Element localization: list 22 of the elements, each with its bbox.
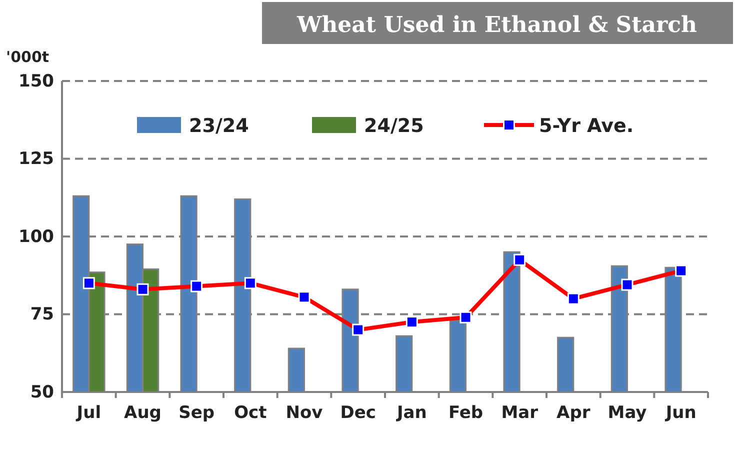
x-tick-label: Dec: [340, 403, 376, 424]
x-tick-label: Jul: [76, 403, 102, 424]
chart-title: Wheat Used in Ethanol & Starch: [296, 12, 698, 38]
y-tick-label: 50: [30, 382, 54, 402]
y-tick-label: 75: [30, 304, 54, 325]
legend-label: 5-Yr Ave.: [539, 115, 634, 137]
x-tick-label: Jan: [396, 403, 427, 424]
x-tick-label: Apr: [556, 403, 591, 424]
y-axis-title: '000t: [6, 48, 50, 66]
y-tick-label: 100: [18, 226, 54, 247]
y-tick-label: 125: [18, 149, 54, 170]
x-tick-label: May: [608, 403, 647, 424]
legend-label: 23/24: [189, 115, 249, 137]
x-tick-label: Jun: [664, 403, 696, 424]
x-tick-label: Feb: [448, 403, 484, 424]
x-tick-label: Nov: [286, 403, 323, 424]
x-tick-label: Oct: [234, 403, 267, 424]
y-tick-label: 150: [18, 71, 54, 92]
x-tick-label: Sep: [178, 403, 215, 424]
x-tick-label: Aug: [124, 403, 162, 424]
legend-label: 24/25: [364, 115, 424, 137]
x-tick-label: Mar: [501, 403, 539, 424]
